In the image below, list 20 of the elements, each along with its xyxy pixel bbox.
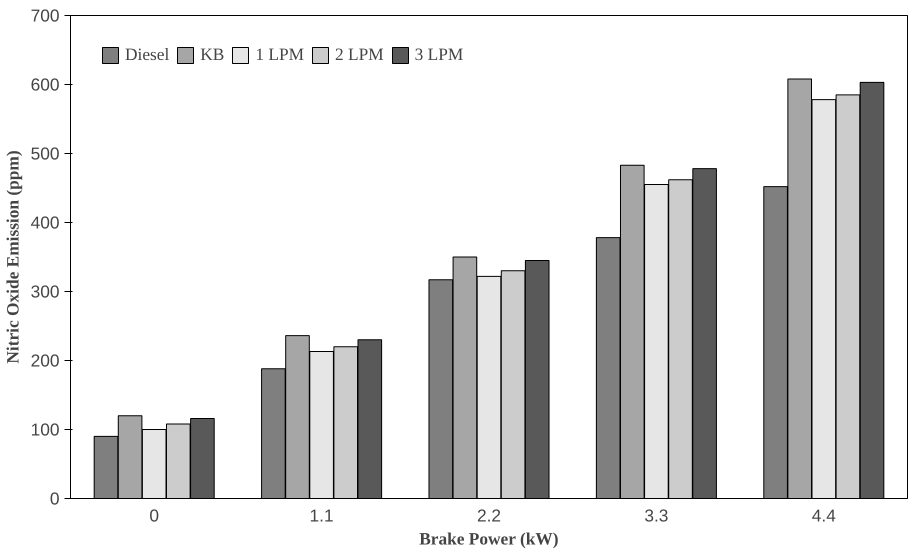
y-tick-label: 100 bbox=[30, 420, 60, 440]
x-tick-label: 0 bbox=[149, 506, 160, 526]
y-tick-label: 200 bbox=[30, 350, 60, 370]
x-axis-title: Brake Power (kW) bbox=[419, 530, 559, 548]
y-tick-label: 700 bbox=[30, 6, 60, 26]
y-axis-title: Nitric Oxide Emission (ppm) bbox=[4, 150, 23, 364]
x-tick-label: 3.3 bbox=[644, 506, 668, 526]
legend-label: Diesel bbox=[125, 45, 170, 65]
legend-label: 2 LPM bbox=[335, 45, 384, 65]
x-tick-label: 2.2 bbox=[476, 506, 502, 526]
x-tick-label: 4.4 bbox=[812, 506, 836, 526]
y-tick-label: 600 bbox=[30, 74, 60, 94]
y-tick-label: 500 bbox=[30, 144, 60, 164]
legend-label: KB bbox=[200, 45, 224, 65]
legend-label: 3 LPM bbox=[414, 45, 464, 65]
legend-label: 1 LPM bbox=[255, 45, 304, 65]
y-tick-label: 0 bbox=[50, 488, 60, 508]
x-tick-label: 1.1 bbox=[310, 506, 334, 526]
y-tick-label: 300 bbox=[30, 282, 60, 302]
y-tick-label: 400 bbox=[30, 212, 60, 232]
